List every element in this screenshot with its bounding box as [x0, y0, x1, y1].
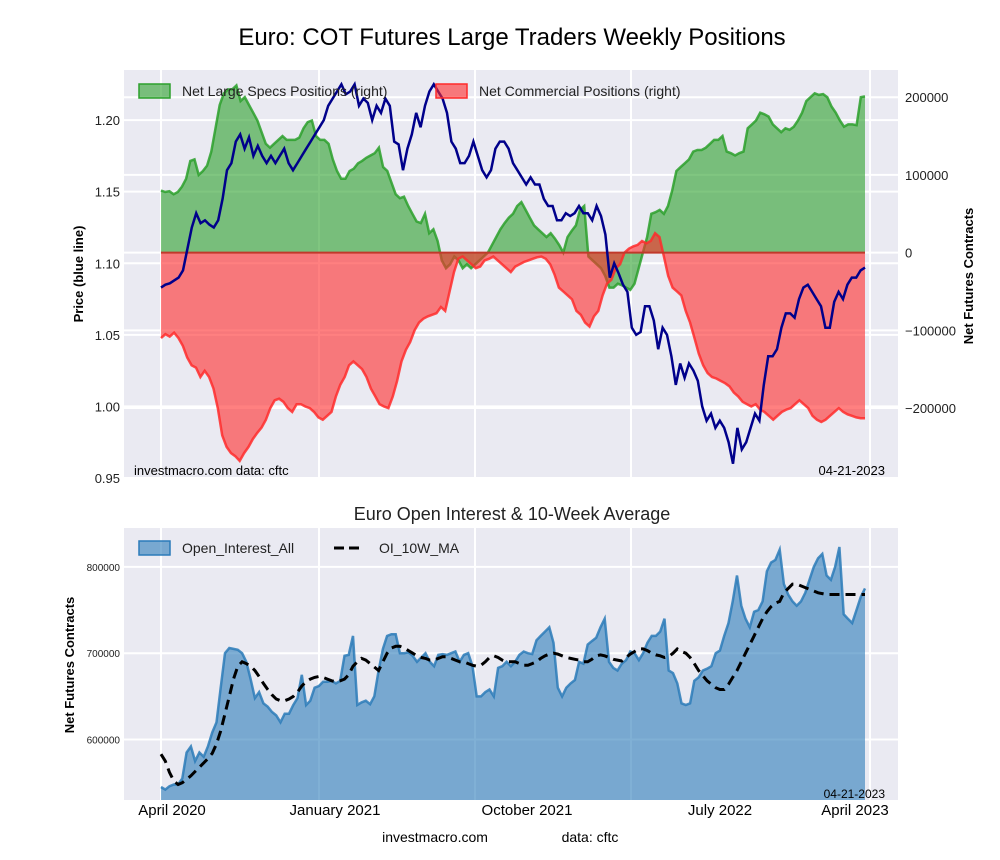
bottom-y-ticks: 600000 700000 800000 — [87, 563, 121, 747]
bottom-chart-title: Euro Open Interest & 10-Week Average — [354, 504, 671, 524]
legend-swatch-open-interest — [138, 540, 171, 556]
y-tick-label: 600000 — [87, 736, 121, 747]
legend-swatch-specs — [138, 83, 171, 99]
line-open-interest — [160, 544, 867, 792]
line-net-large-specs — [160, 83, 866, 292]
top-y-label-left: Price (blue line) — [71, 226, 86, 323]
y-tick-label-left: 1.00 — [95, 399, 120, 414]
y-tick-label: 700000 — [87, 649, 121, 660]
top-y-ticks-right: 200000 100000 0 −100000 −200000 — [905, 90, 956, 416]
x-tick-label: January 2021 — [290, 802, 381, 819]
bottom-date-annotation: 04-21-2023 — [824, 787, 886, 801]
y-tick-label-right: −100000 — [905, 323, 956, 338]
footer-source: data: cftc — [562, 829, 619, 845]
top-legend: Net Large Specs Positions (right) Net Co… — [138, 83, 681, 99]
top-watermark: investmacro.com data: cftc — [134, 463, 289, 478]
line-net-commercial — [160, 231, 865, 463]
y-tick-label-right: 200000 — [905, 90, 948, 105]
x-tick-label: April 2023 — [821, 802, 889, 819]
bottom-y-label: Net Futures Contracts — [62, 597, 77, 734]
top-y-ticks-left: 0.95 1.00 1.05 1.10 1.15 1.20 — [95, 113, 120, 486]
top-y-label-right: Net Futures Contracts — [961, 208, 976, 345]
area-net-large-specs — [161, 85, 865, 290]
top-date-annotation: 04-21-2023 — [819, 463, 886, 478]
y-tick-label-left: 1.10 — [95, 256, 120, 271]
line-oi-10w-ma — [159, 582, 865, 787]
area-open-interest — [161, 547, 865, 800]
bottom-legend: Open_Interest_All OI_10W_MA — [138, 540, 460, 556]
y-tick-label-left: 0.95 — [95, 471, 120, 486]
bottom-areas — [159, 544, 867, 800]
y-tick-label-left: 1.20 — [95, 113, 120, 128]
legend-label-open-interest: Open_Interest_All — [182, 540, 294, 556]
y-tick-label: 800000 — [87, 563, 121, 574]
line-price — [160, 80, 866, 464]
legend-label-commercial: Net Commercial Positions (right) — [479, 83, 681, 99]
chart-title: Euro: COT Futures Large Traders Weekly P… — [238, 24, 785, 51]
top-areas — [160, 80, 866, 464]
y-tick-label-right: 100000 — [905, 168, 948, 183]
area-net-commercial — [161, 233, 865, 461]
x-tick-label: April 2020 — [138, 802, 206, 819]
x-tick-label: October 2021 — [482, 802, 573, 819]
y-tick-label-right: −200000 — [905, 401, 956, 416]
y-tick-label-left: 1.05 — [95, 328, 120, 343]
legend-label-specs: Net Large Specs Positions (right) — [182, 83, 387, 99]
x-ticks: April 2020 January 2021 October 2021 July 2… — [138, 802, 889, 819]
legend-label-ma: OI_10W_MA — [379, 540, 460, 556]
legend-swatch-commercial — [435, 83, 468, 99]
y-tick-label-right: 0 — [905, 246, 912, 261]
footer-site: investmacro.com — [382, 829, 488, 845]
y-tick-label-left: 1.15 — [95, 185, 120, 200]
x-tick-label: July 2022 — [688, 802, 752, 819]
